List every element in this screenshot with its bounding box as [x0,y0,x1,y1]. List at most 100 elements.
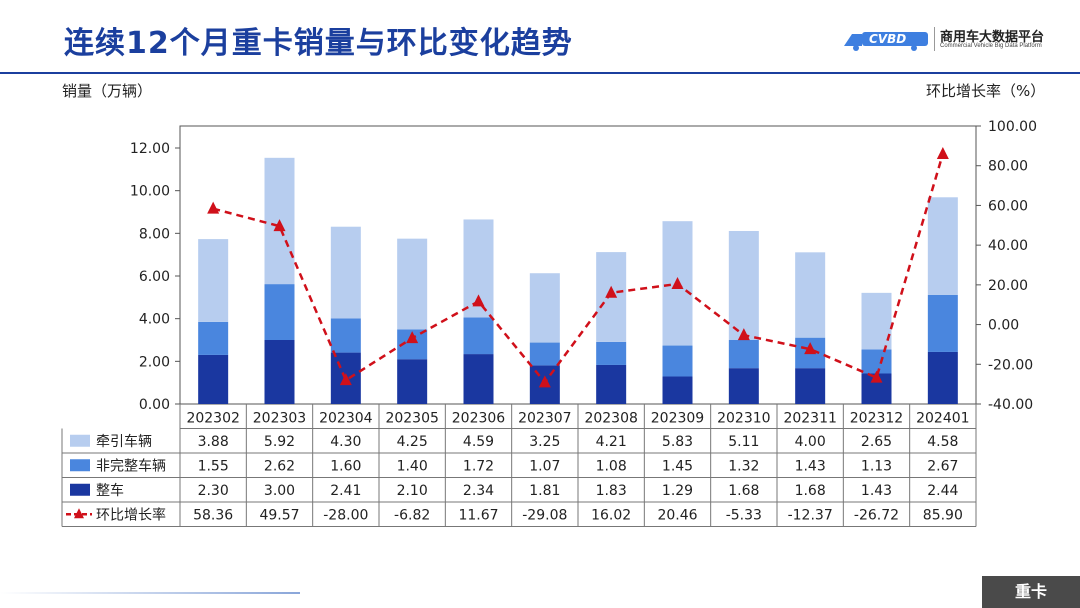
right-tick-label: 20.00 [988,278,1028,294]
logo-mark: CVBD [869,32,906,46]
right-axis-label: 环比增长率（%） [926,82,1046,100]
bar-segment [861,292,892,350]
page-title: 连续12个月重卡销量与环比变化趋势 [64,26,573,61]
data-value: 4.00 [795,434,826,450]
bar-segment [795,252,826,338]
data-value: -28.00 [323,507,368,523]
legend-label: 牵引车辆 [96,433,152,450]
data-value: 1.40 [397,458,428,474]
bar-segment [264,284,295,340]
data-value: 20.46 [657,507,697,523]
logo-separator [934,27,935,51]
data-value: 2.62 [264,458,295,474]
left-tick-label: 10.00 [130,184,170,200]
platform-logo: CVBD 商用车大数据平台 Commercial Vehicle Big Dat… [842,24,1062,54]
growth-rate-point [207,201,220,214]
data-value: 1.72 [463,458,494,474]
growth-rate-point [605,285,618,298]
data-value: 4.58 [927,434,958,450]
category-label: 202308 [584,411,637,427]
right-tick-label: 60.00 [988,198,1028,214]
legend-swatch [70,434,90,447]
category-label: 202311 [783,411,836,427]
right-tick-label: 100.00 [988,119,1037,135]
legend-label: 整车 [96,482,124,499]
data-value: 11.67 [458,507,498,523]
plot-frame [179,125,977,405]
data-value: -12.37 [788,507,833,523]
data-value: 4.21 [596,434,627,450]
data-value: 4.59 [463,434,494,450]
category-label: 202309 [651,411,704,427]
left-tick-label: 6.00 [139,269,170,285]
growth-rate-point [339,373,352,386]
bar-segment [795,368,826,404]
combo-chart: 0.00 2.00 4.00 6.00 8.00 10.00 12.00 100.00 80.0… [61,119,1037,527]
growth-rate-point [273,219,286,232]
left-tick-label: 4.00 [139,312,170,328]
growth-rate-point [936,146,949,159]
bar-segment [198,321,229,355]
data-value: 16.02 [591,507,631,523]
legend-swatch [70,483,90,496]
data-value: 1.13 [861,458,892,474]
left-tick-label: 12.00 [130,141,170,157]
data-value: 1.07 [529,458,560,474]
growth-rate-point [671,276,684,289]
bar-segment [264,340,295,404]
data-value: 1.55 [198,458,229,474]
data-value: 1.32 [728,458,759,474]
category-label: 202307 [518,411,571,427]
growth-rate-point [406,331,419,344]
growth-rate-line [212,153,945,385]
data-value: 2.67 [927,458,958,474]
right-tick-label: -20.00 [988,357,1033,373]
legend-label: 环比增长率 [96,506,166,523]
data-value: 5.11 [728,434,759,450]
data-value: 1.29 [662,483,693,499]
growth-rate-point [804,342,817,355]
bar-segment [463,317,494,355]
data-value: 4.25 [397,434,428,450]
category-label: 202306 [452,411,506,427]
bar-segment [662,345,693,377]
growth-rate-point [472,294,485,307]
data-value: 2.10 [397,483,428,499]
bar-segment [728,368,759,404]
growth-rate-point [538,375,551,388]
data-value: 2.41 [330,483,361,499]
bar-segment [529,342,560,366]
right-tick-label: 0.00 [988,318,1019,334]
right-tick-label: 80.00 [988,159,1028,175]
data-value: 1.68 [728,483,759,499]
category-label: 202310 [717,411,770,427]
data-value: 1.43 [795,458,826,474]
data-value: 2.34 [463,483,494,499]
data-value: 2.30 [198,483,229,499]
category-label: 202401 [916,411,969,427]
data-value: 58.36 [193,507,233,523]
bar-segment [927,351,958,404]
title-divider [0,72,1080,74]
footer-badge: 重卡 [982,576,1080,608]
category-label: 202305 [385,411,438,427]
bar-segment [927,197,958,295]
data-value: 85.90 [923,507,963,523]
data-value: 3.88 [198,434,229,450]
bar-segment [728,340,759,369]
data-value: -6.82 [394,507,430,523]
category-label: 202303 [253,411,306,427]
bar-segment [596,364,627,404]
bar-segment [397,359,428,404]
data-value: 1.83 [596,483,627,499]
data-value: 1.60 [330,458,361,474]
data-value: 1.43 [861,483,892,499]
category-label: 202302 [186,411,239,427]
bar-segment [330,226,361,319]
bar-segment [596,341,627,365]
bar-segment [463,354,494,404]
left-tick-label: 0.00 [139,397,170,413]
data-value: 1.45 [662,458,693,474]
data-value: 2.65 [861,434,892,450]
data-value: 5.92 [264,434,295,450]
